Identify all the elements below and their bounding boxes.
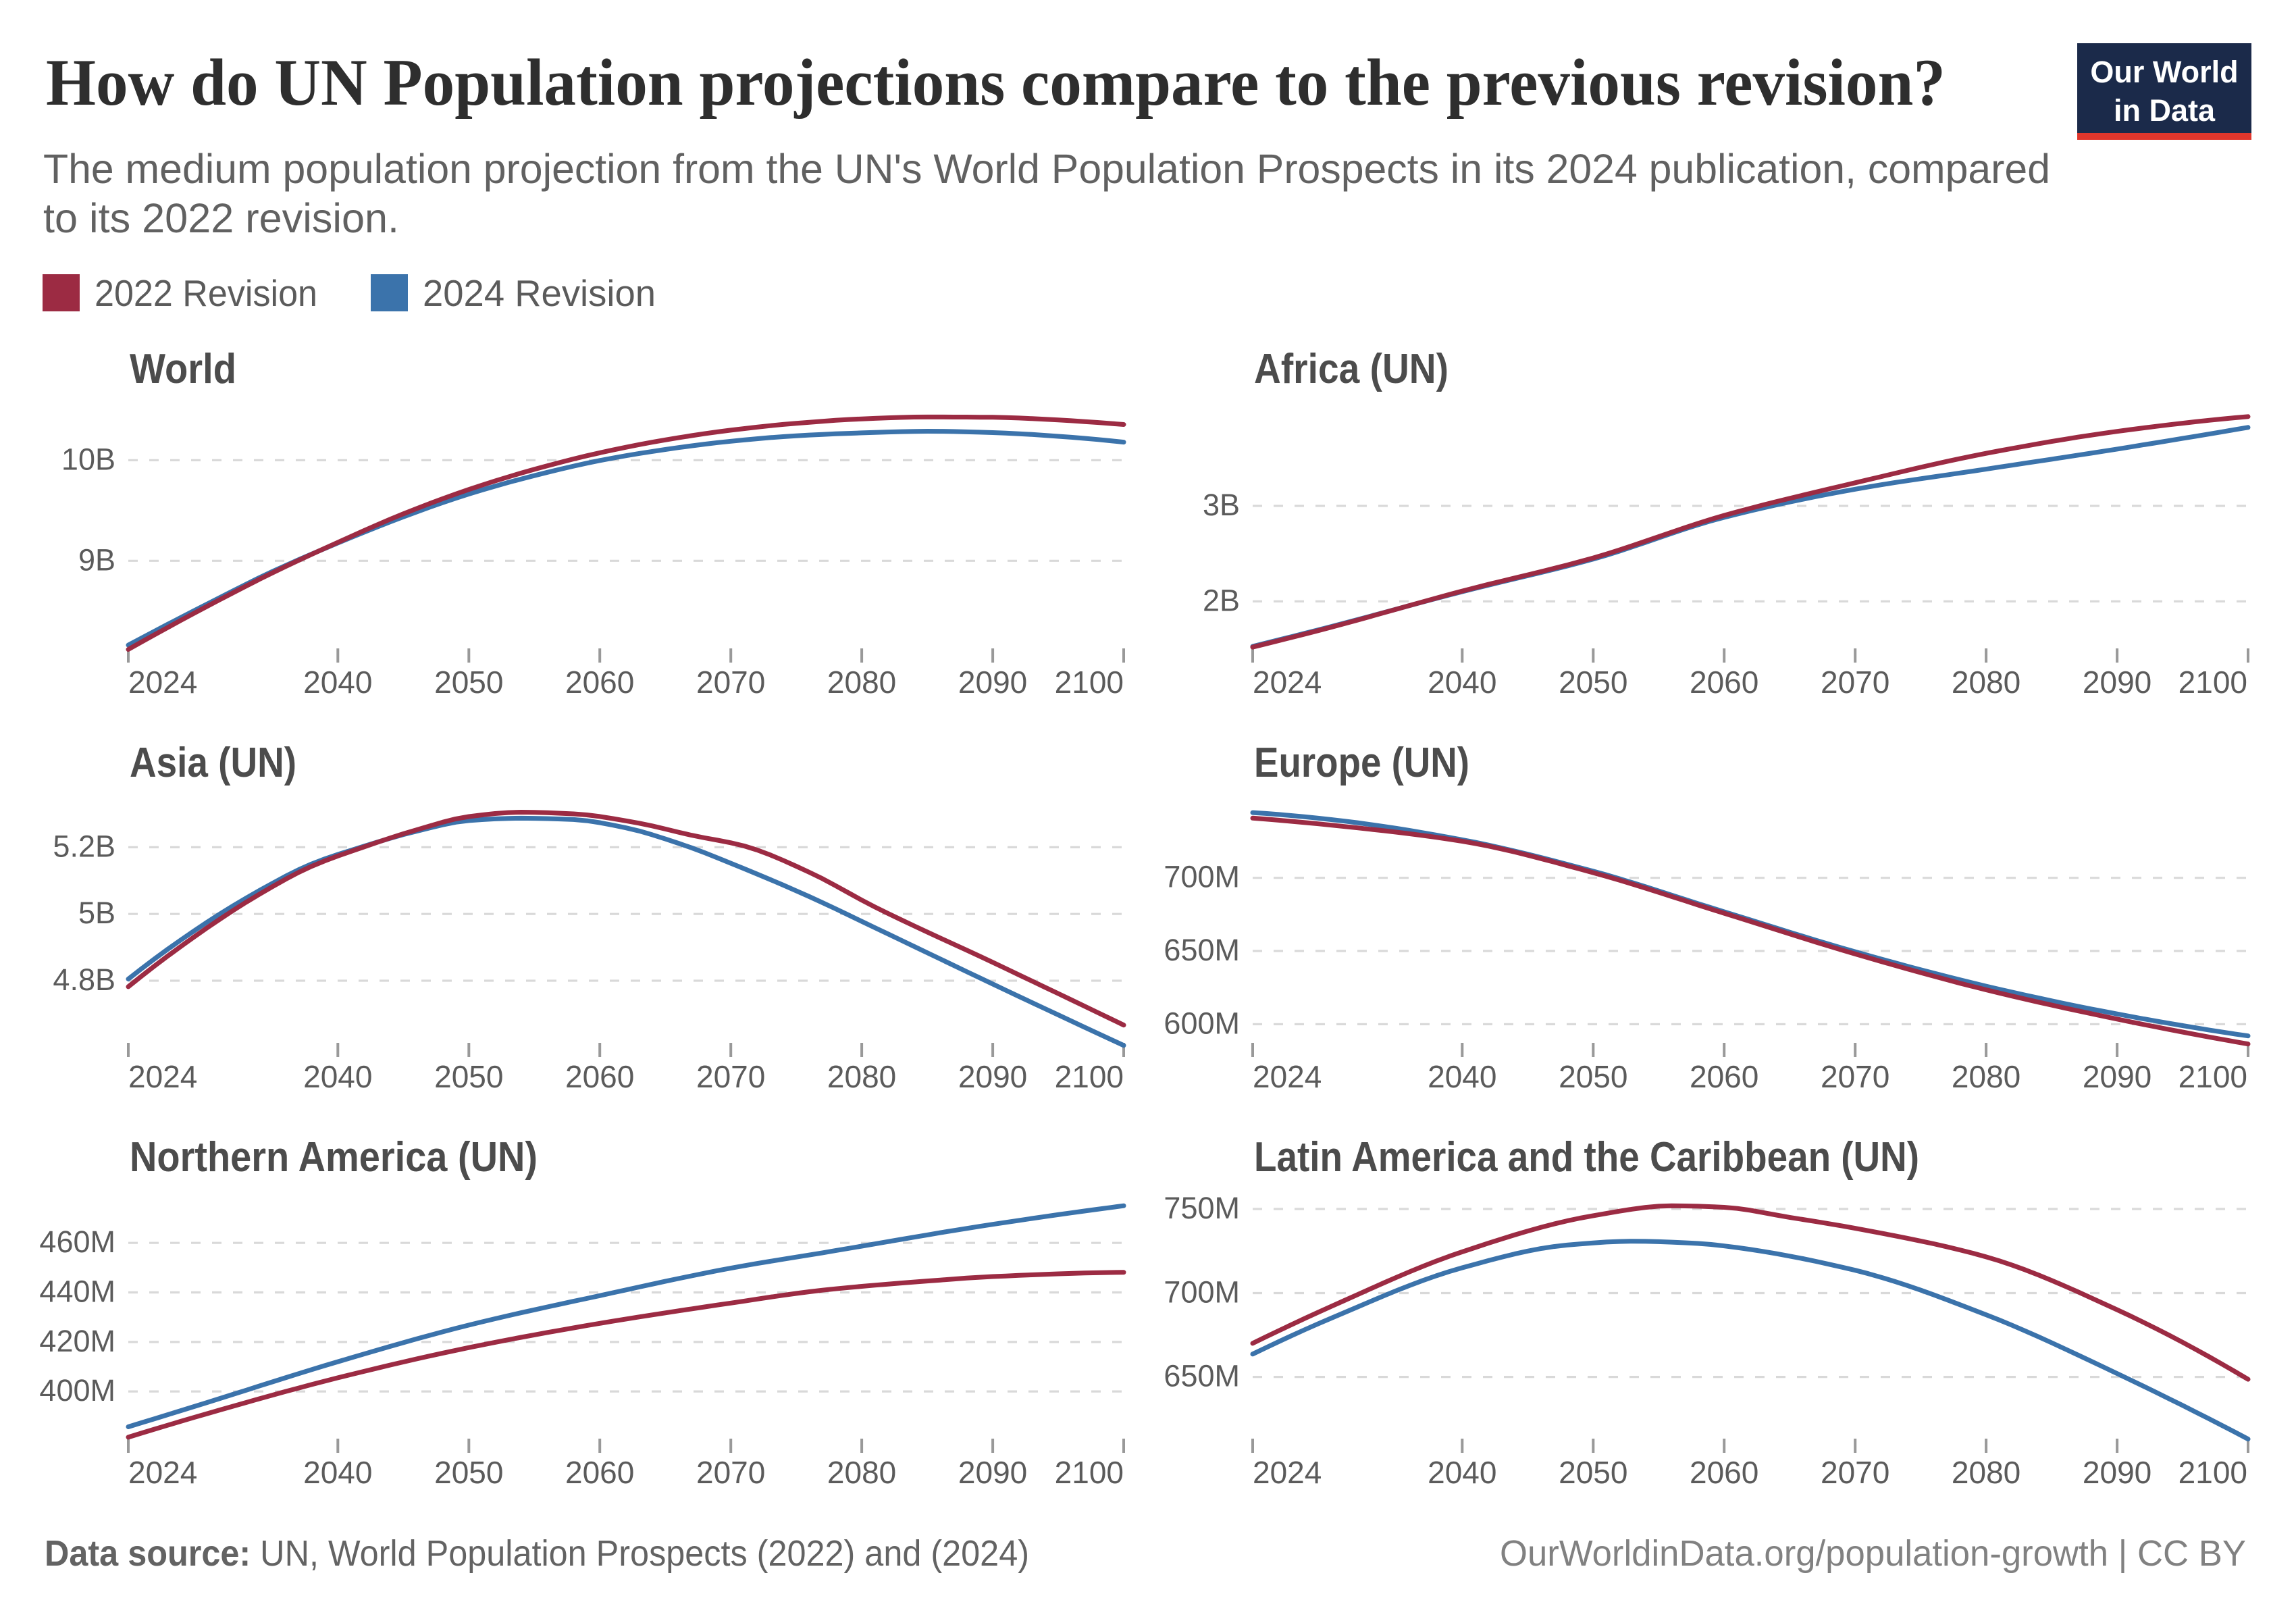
svg-text:750M: 750M	[1164, 1191, 1240, 1225]
svg-text:2050: 2050	[1559, 1455, 1627, 1490]
svg-text:2090: 2090	[958, 1059, 1027, 1094]
svg-text:World: World	[130, 346, 236, 392]
svg-text:2090: 2090	[958, 665, 1027, 700]
svg-text:2050: 2050	[434, 1059, 503, 1094]
svg-text:Our World: Our World	[2090, 55, 2238, 89]
svg-text:2070: 2070	[1821, 665, 1889, 700]
svg-text:2040: 2040	[303, 1455, 372, 1490]
svg-text:2040: 2040	[1428, 665, 1496, 700]
svg-text:2060: 2060	[565, 665, 634, 700]
svg-text:2050: 2050	[1559, 1059, 1627, 1094]
svg-text:2080: 2080	[827, 665, 896, 700]
svg-text:2040: 2040	[1428, 1059, 1496, 1094]
svg-text:2070: 2070	[1821, 1059, 1889, 1094]
svg-text:2024: 2024	[1253, 665, 1322, 700]
svg-text:2080: 2080	[827, 1455, 896, 1490]
svg-text:2080: 2080	[827, 1059, 896, 1094]
svg-text:2090: 2090	[2083, 1455, 2151, 1490]
svg-text:2070: 2070	[696, 1455, 765, 1490]
svg-text:2024: 2024	[1253, 1455, 1322, 1490]
svg-text:650M: 650M	[1164, 1359, 1240, 1393]
svg-text:2B: 2B	[1203, 583, 1240, 617]
svg-text:700M: 700M	[1164, 1275, 1240, 1310]
svg-text:2090: 2090	[958, 1455, 1027, 1490]
svg-text:2040: 2040	[303, 665, 372, 700]
svg-text:2100: 2100	[1055, 1059, 1124, 1094]
svg-text:Asia (UN): Asia (UN)	[130, 740, 296, 786]
svg-text:5B: 5B	[78, 896, 115, 930]
svg-text:2024: 2024	[128, 665, 197, 700]
svg-text:2100: 2100	[2178, 1455, 2247, 1490]
svg-text:2070: 2070	[696, 665, 765, 700]
svg-text:2060: 2060	[565, 1455, 634, 1490]
svg-text:How do UN Population projectio: How do UN Population projections compare…	[46, 46, 1946, 120]
svg-text:5.2B: 5.2B	[53, 829, 115, 863]
svg-text:600M: 600M	[1164, 1006, 1240, 1040]
svg-text:2100: 2100	[1055, 1455, 1124, 1490]
svg-text:2060: 2060	[1690, 1059, 1758, 1094]
svg-text:2024 Revision: 2024 Revision	[423, 272, 656, 314]
svg-text:2060: 2060	[1690, 665, 1758, 700]
svg-text:3B: 3B	[1203, 488, 1240, 522]
svg-text:2070: 2070	[696, 1059, 765, 1094]
svg-text:2090: 2090	[2083, 665, 2151, 700]
svg-text:2050: 2050	[434, 665, 503, 700]
svg-text:4.8B: 4.8B	[53, 962, 115, 997]
svg-text:2100: 2100	[2178, 665, 2247, 700]
svg-text:700M: 700M	[1164, 860, 1240, 894]
svg-text:460M: 460M	[39, 1225, 115, 1259]
svg-text:420M: 420M	[39, 1324, 115, 1358]
svg-text:650M: 650M	[1164, 933, 1240, 967]
svg-text:2070: 2070	[1821, 1455, 1889, 1490]
svg-text:2022 Revision: 2022 Revision	[95, 272, 317, 314]
svg-text:2060: 2060	[565, 1059, 634, 1094]
svg-text:Europe (UN): Europe (UN)	[1254, 740, 1469, 786]
svg-text:Africa (UN): Africa (UN)	[1254, 346, 1449, 392]
svg-text:2024: 2024	[1253, 1059, 1322, 1094]
svg-text:2080: 2080	[1952, 665, 2020, 700]
svg-text:in Data: in Data	[2114, 93, 2216, 128]
svg-text:2090: 2090	[2083, 1059, 2151, 1094]
svg-text:2040: 2040	[1428, 1455, 1496, 1490]
svg-text:2050: 2050	[1559, 665, 1627, 700]
svg-text:Northern America (UN): Northern America (UN)	[130, 1134, 538, 1181]
svg-text:Data source: UN, World Populat: Data source: UN, World Population Prospe…	[45, 1533, 1029, 1574]
svg-text:440M: 440M	[39, 1275, 115, 1309]
svg-text:2060: 2060	[1690, 1455, 1758, 1490]
svg-text:2040: 2040	[303, 1059, 372, 1094]
svg-text:The medium population projecti: The medium population projection from th…	[43, 146, 2050, 192]
svg-text:2080: 2080	[1952, 1455, 2020, 1490]
svg-text:to its 2022 revision.: to its 2022 revision.	[43, 195, 399, 241]
svg-text:2100: 2100	[2178, 1059, 2247, 1094]
svg-text:2024: 2024	[128, 1455, 197, 1490]
svg-text:2100: 2100	[1055, 665, 1124, 700]
svg-text:OurWorldinData.org/population-: OurWorldinData.org/population-growth | C…	[1500, 1533, 2246, 1574]
svg-text:Latin America and the Caribbea: Latin America and the Caribbean (UN)	[1254, 1134, 1919, 1181]
svg-text:2050: 2050	[434, 1455, 503, 1490]
svg-text:10B: 10B	[61, 442, 115, 476]
svg-text:9B: 9B	[78, 542, 115, 577]
svg-text:400M: 400M	[39, 1373, 115, 1408]
svg-text:2024: 2024	[128, 1059, 197, 1094]
svg-text:2080: 2080	[1952, 1059, 2020, 1094]
